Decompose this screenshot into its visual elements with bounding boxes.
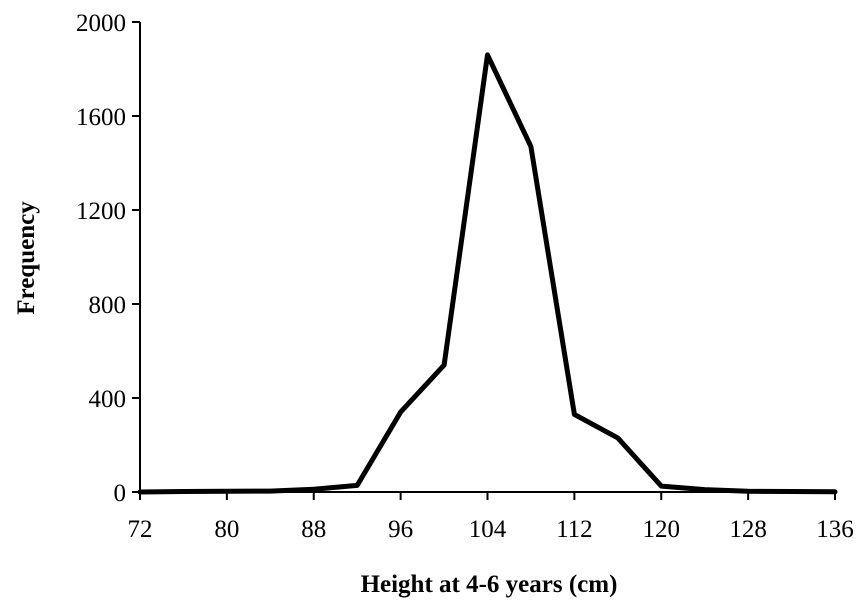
data-point <box>313 488 315 490</box>
y-tick-label: 400 <box>89 386 127 413</box>
x-tick-label: 96 <box>388 516 413 543</box>
data-point <box>660 485 662 487</box>
x-tick-label: 128 <box>729 516 767 543</box>
data-point <box>617 437 619 439</box>
x-tick-label: 136 <box>816 516 854 543</box>
data-point <box>443 364 445 366</box>
x-tick-label: 112 <box>556 516 593 543</box>
data-point <box>530 146 532 148</box>
y-axis-title: Frequency <box>13 201 40 315</box>
x-axis-title: Height at 4-6 years (cm) <box>361 571 618 598</box>
x-axis: 72 80 88 96 104 112 120 128 136 <box>128 491 854 543</box>
y-tick-label: 800 <box>89 292 127 319</box>
x-tick-label: 72 <box>128 516 153 543</box>
series-line <box>137 52 838 495</box>
y-axis: 0 400 800 1200 1600 2000 <box>76 10 141 507</box>
data-point <box>356 484 358 486</box>
y-tick-label: 1200 <box>76 198 126 225</box>
data-point <box>400 411 402 413</box>
x-tick-label: 104 <box>469 516 507 543</box>
x-tick-label: 80 <box>214 516 239 543</box>
data-point <box>573 413 575 415</box>
data-point <box>487 54 488 56</box>
x-tick-label: 88 <box>301 516 326 543</box>
y-tick-label: 2000 <box>76 10 126 37</box>
plot-area <box>137 52 838 495</box>
data-point <box>704 489 706 491</box>
y-tick-label: 0 <box>114 480 127 507</box>
x-tick-label: 120 <box>643 516 681 543</box>
y-tick-label: 1600 <box>76 104 126 131</box>
